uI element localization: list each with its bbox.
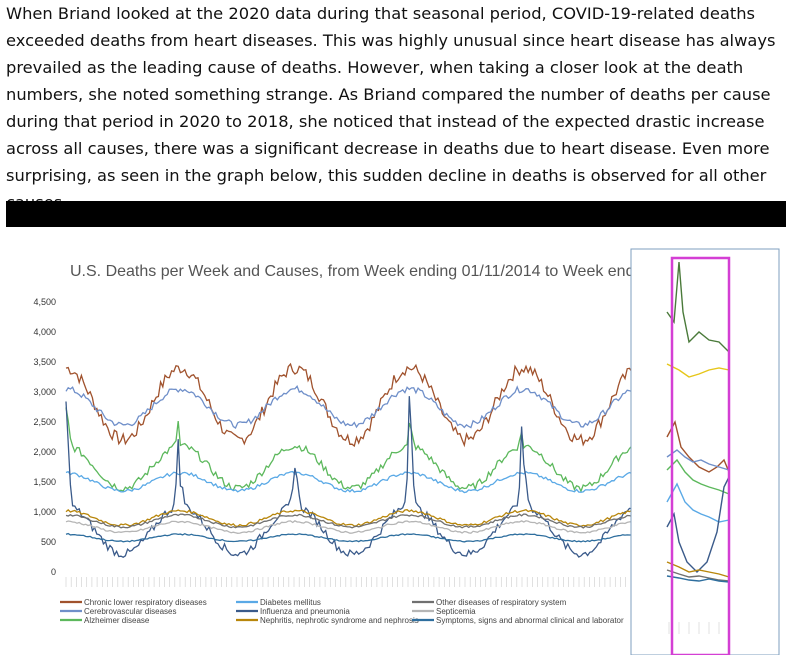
inset-series-line bbox=[666, 363, 730, 378]
y-tick-label: 1,000 bbox=[33, 507, 56, 517]
legend-entry: Influenza and pneumonia bbox=[260, 607, 350, 616]
inset-series-line bbox=[666, 420, 730, 473]
y-tick-label: 2,500 bbox=[33, 417, 56, 427]
y-tick-label: 500 bbox=[41, 537, 56, 547]
inset-series-line bbox=[666, 476, 730, 573]
series-line bbox=[65, 470, 637, 494]
legend-entry: Diabetes mellitus bbox=[260, 598, 321, 607]
y-tick-label: 4,000 bbox=[33, 327, 56, 337]
legend-entry: Other diseases of respiratory system bbox=[436, 598, 567, 607]
inset-series-line bbox=[666, 482, 730, 523]
article-paragraph: When Briand looked at the 2020 data duri… bbox=[6, 4, 776, 212]
inset-chart bbox=[630, 248, 780, 655]
series-line bbox=[65, 520, 637, 534]
series-line bbox=[65, 513, 637, 529]
y-tick-label: 3,500 bbox=[33, 357, 56, 367]
inset-series-line bbox=[666, 561, 730, 578]
inset-series-line bbox=[666, 569, 730, 582]
series-line bbox=[65, 407, 637, 493]
y-tick-label: 1,500 bbox=[33, 477, 56, 487]
chart-svg: U.S. Deaths per Week and Causes, from We… bbox=[33, 248, 780, 655]
chart-title: U.S. Deaths per Week and Causes, from We… bbox=[70, 263, 656, 280]
legend-entry: Nephritis, nephrotic syndrome and nephro… bbox=[260, 616, 419, 625]
highlight-box bbox=[670, 256, 731, 655]
legend-entry: Alzheimer disease bbox=[84, 616, 150, 625]
x-axis-ticks bbox=[65, 577, 632, 587]
y-tick-label: 4,500 bbox=[33, 297, 56, 307]
legend-entry: Symptoms, signs and abnormal clinical an… bbox=[436, 616, 624, 625]
legend-entry: Chronic lower respiratory diseases bbox=[84, 598, 207, 607]
inset-series-line bbox=[666, 458, 730, 495]
series-line bbox=[65, 508, 637, 528]
inset-series-line bbox=[666, 575, 730, 583]
series-lines bbox=[65, 362, 637, 558]
series-line bbox=[65, 385, 636, 429]
y-tick-label: 2,000 bbox=[33, 447, 56, 457]
legend-entry: Cerebrovascular diseases bbox=[84, 607, 177, 616]
y-tick-label: 0 bbox=[51, 567, 56, 577]
y-tick-label: 3,000 bbox=[33, 387, 56, 397]
black-bar bbox=[6, 201, 786, 227]
legend: Chronic lower respiratory diseasesCerebr… bbox=[60, 598, 624, 625]
chart-figure: U.S. Deaths per Week and Causes, from We… bbox=[26, 232, 786, 655]
inset-frame bbox=[630, 248, 780, 655]
inset-series-line bbox=[666, 261, 730, 353]
y-axis: 4,500 4,000 3,500 3,000 2,500 2,000 1,500 1,000… bbox=[33, 297, 56, 577]
legend-entry: Septicemia bbox=[436, 607, 476, 616]
series-line bbox=[65, 362, 637, 448]
inset-series-line bbox=[666, 449, 730, 471]
series-line bbox=[65, 532, 637, 543]
